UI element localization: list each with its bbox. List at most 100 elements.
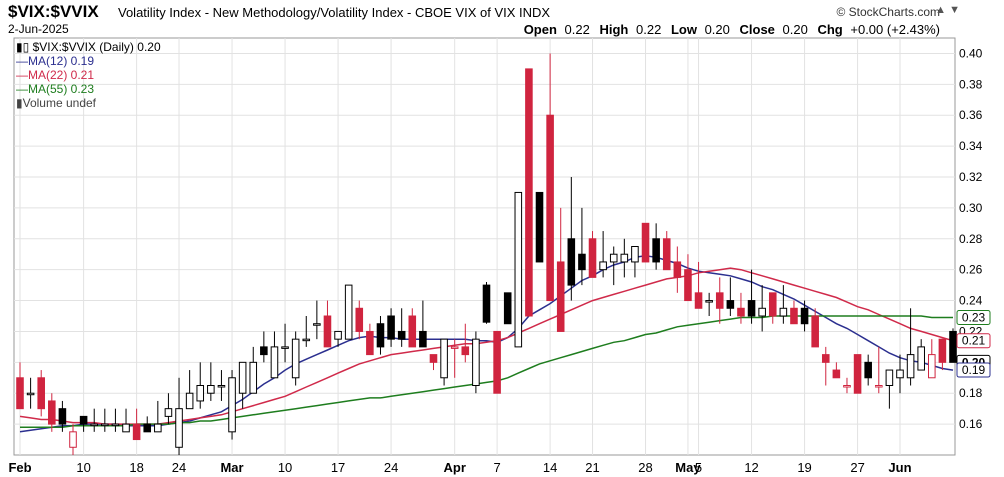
candle-body	[440, 338, 448, 379]
y-tick-label: 0.40	[959, 46, 983, 60]
candle-body	[747, 300, 756, 317]
candle-body	[758, 307, 766, 317]
candle-body	[217, 385, 226, 388]
candle-body	[917, 346, 925, 371]
candle-body	[185, 392, 194, 410]
chg-value: +0.00 (+2.43%)	[850, 22, 940, 37]
candle-body	[122, 423, 130, 433]
x-tick-label: 17	[331, 460, 345, 475]
candle-body	[207, 385, 215, 394]
candle-body	[260, 346, 268, 356]
x-tick-label: 27	[850, 460, 864, 475]
value-label-text: 0.19	[962, 363, 986, 377]
y-tick-label: 0.28	[959, 232, 983, 246]
candle-body	[715, 292, 724, 309]
candle-body	[737, 307, 745, 317]
candle-body	[821, 354, 830, 363]
candle-body	[376, 323, 385, 348]
candle-body	[238, 361, 247, 394]
chart-legend: ▮▯ $VIX:$VVIX (Daily) 0.20 —MA(12) 0.19 …	[16, 40, 161, 110]
y-tick-label: 0.24	[959, 294, 983, 308]
candle-body	[37, 377, 45, 410]
candle-body	[726, 300, 735, 309]
y-tick-label: 0.36	[959, 108, 983, 122]
x-tick-label: 10	[278, 460, 292, 475]
candle-body	[864, 361, 872, 379]
x-tick-label: May	[675, 460, 701, 475]
x-tick-label: 21	[585, 460, 599, 475]
legend-ma55: —MA(55) 0.23	[16, 82, 161, 96]
volume-bars-icon: ▮	[16, 96, 23, 110]
candle-body	[175, 408, 183, 448]
candle-body	[843, 385, 851, 388]
candle-body	[355, 307, 364, 332]
candle-body	[662, 238, 671, 271]
legend-ma12: —MA(12) 0.19	[16, 54, 161, 68]
symbol-title: $VIX:$VVIX	[8, 2, 99, 21]
candle-body	[313, 323, 321, 326]
candle-body	[101, 423, 109, 427]
candle-body	[535, 191, 544, 263]
candle-body	[143, 423, 152, 433]
candle-body	[429, 354, 438, 363]
y-tick-label: 0.18	[959, 386, 983, 400]
candle-body	[652, 238, 660, 263]
y-tick-label: 0.32	[959, 170, 983, 184]
y-tick-label: 0.34	[959, 139, 983, 153]
legend-volume-text: Volume undef	[22, 96, 96, 110]
candle-body	[79, 415, 88, 425]
candle-body	[450, 346, 459, 349]
candle-body	[694, 292, 703, 309]
candle-body	[461, 346, 470, 356]
legend-ma22: —MA(22) 0.21	[16, 68, 161, 82]
x-tick-label: 24	[384, 460, 398, 475]
legend-ma12-text: MA(12) 0.19	[28, 54, 95, 68]
low-label: Low	[670, 22, 697, 37]
x-tick-label: Mar	[220, 460, 243, 475]
candle-body	[811, 315, 819, 348]
candle-body	[620, 253, 629, 263]
candle-body	[164, 408, 173, 417]
close-value: 0.20	[782, 22, 808, 37]
candle-body	[482, 284, 491, 323]
candle-body	[938, 338, 947, 363]
candle-body	[366, 330, 374, 356]
candle-body	[16, 377, 24, 410]
legend-price-text: $VIX:$VVIX (Daily) 0.20	[32, 40, 161, 54]
y-tick-label: 0.30	[959, 201, 983, 215]
chg-label: Chg	[817, 22, 843, 37]
candle-body	[631, 246, 639, 263]
candle-body	[885, 369, 894, 386]
x-tick-label: Jun	[888, 460, 911, 475]
legend-price: ▮▯ $VIX:$VVIX (Daily) 0.20	[16, 40, 161, 54]
candle-body	[196, 385, 205, 402]
candle-body	[705, 300, 713, 303]
candle-body	[906, 354, 915, 379]
candle-body	[419, 330, 427, 348]
open-label: Open	[523, 22, 557, 37]
candle-body	[949, 330, 957, 363]
x-tick-label: 18	[129, 460, 143, 475]
candle-body	[567, 238, 576, 286]
candle-body	[323, 315, 332, 348]
candle-body	[599, 261, 607, 271]
candle-body	[768, 292, 777, 317]
candle-body	[514, 191, 523, 348]
brand-label[interactable]: © StockCharts.com	[836, 5, 940, 19]
value-label-text: 0.21	[962, 334, 986, 348]
candle-body	[874, 385, 883, 388]
plot-area	[13, 37, 956, 456]
x-tick-label: 7	[493, 460, 500, 475]
legend-ma55-text: MA(55) 0.23	[28, 82, 95, 96]
candle-body	[408, 315, 417, 348]
candle-body	[609, 253, 618, 263]
value-label-text: 0.23	[962, 311, 986, 325]
candle-body	[896, 369, 904, 379]
x-tick-label: 14	[543, 460, 557, 475]
candle-body	[132, 423, 141, 441]
open-value: 0.22	[564, 22, 590, 37]
x-tick-label: 5	[695, 460, 702, 475]
scroll-arrows-icon[interactable]: ▲ ▼	[935, 4, 960, 16]
candle-body	[228, 377, 236, 433]
